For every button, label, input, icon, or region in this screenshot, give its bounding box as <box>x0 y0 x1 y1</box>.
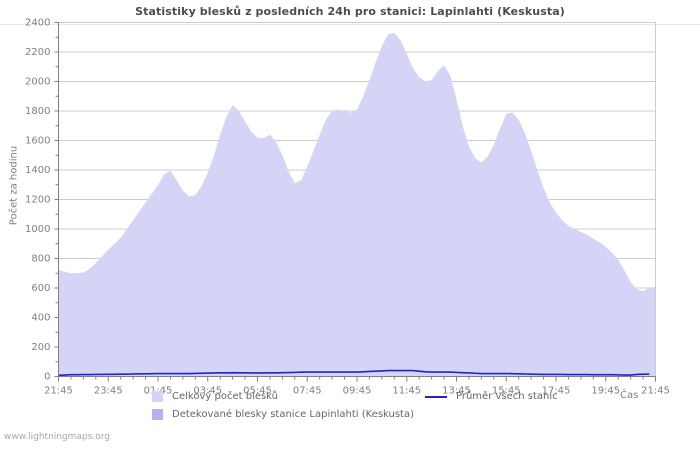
data-series <box>58 32 656 377</box>
svg-text:05:45: 05:45 <box>243 386 272 396</box>
legend-item-station[interactable]: Detekované blesky stanice Lapinlahti (Ke… <box>152 409 414 420</box>
legend-swatch-station <box>152 409 163 420</box>
svg-text:15:45: 15:45 <box>492 386 521 396</box>
svg-text:2000: 2000 <box>25 77 50 88</box>
chart-title: Statistiky blesků z posledních 24h pro s… <box>135 5 565 18</box>
svg-text:01:45: 01:45 <box>144 386 173 396</box>
svg-text:21:45: 21:45 <box>44 386 73 396</box>
svg-text:1600: 1600 <box>25 136 50 147</box>
svg-text:21:45: 21:45 <box>641 386 670 396</box>
y-tick-labels: 0 200 400 600 800 1000 1200 1400 1600 1800 2000 220… <box>25 18 50 383</box>
svg-text:1000: 1000 <box>25 224 50 235</box>
chart-legend: Celkový počet blesků Detekované blesky s… <box>0 391 700 431</box>
svg-text:17:45: 17:45 <box>542 386 571 396</box>
axis-ticks <box>54 22 656 382</box>
legend-label-average: Průměr všech stanic <box>456 391 558 402</box>
legend-swatch-total <box>152 391 163 402</box>
svg-text:19:45: 19:45 <box>591 386 620 396</box>
svg-text:2200: 2200 <box>25 47 50 58</box>
footer-attribution: www.lightningmaps.org <box>4 432 110 442</box>
svg-text:800: 800 <box>31 254 50 265</box>
svg-text:11:45: 11:45 <box>392 386 421 396</box>
svg-text:0: 0 <box>44 372 50 383</box>
legend-item-average[interactable]: Průměr všech stanic <box>425 391 558 402</box>
x-axis-label: Čas <box>620 390 639 401</box>
svg-text:2400: 2400 <box>25 18 50 29</box>
svg-text:13:45: 13:45 <box>442 386 471 396</box>
x-tick-labels: 21:45 23:45 01:45 03:45 05:45 07:45 09:45 11:45… <box>44 386 670 396</box>
svg-text:400: 400 <box>31 313 50 324</box>
legend-label-total: Celkový počet blesků <box>172 391 279 402</box>
svg-text:23:45: 23:45 <box>94 386 123 396</box>
svg-text:09:45: 09:45 <box>343 386 372 396</box>
svg-text:07:45: 07:45 <box>293 386 322 396</box>
legend-item-total[interactable]: Celkový počet blesků <box>152 391 278 402</box>
svg-text:200: 200 <box>31 342 50 353</box>
svg-text:1800: 1800 <box>25 106 50 117</box>
legend-label-station: Detekované blesky stanice Lapinlahti (Ke… <box>172 409 415 420</box>
svg-text:1200: 1200 <box>25 195 50 206</box>
svg-text:600: 600 <box>31 283 50 294</box>
svg-text:1400: 1400 <box>25 165 50 176</box>
plot-area: 0 200 400 600 800 1000 1200 1400 1600 1800 2000 220… <box>25 18 670 396</box>
svg-text:03:45: 03:45 <box>193 386 222 396</box>
legend-line-average <box>425 395 447 398</box>
header-divider <box>0 24 700 25</box>
